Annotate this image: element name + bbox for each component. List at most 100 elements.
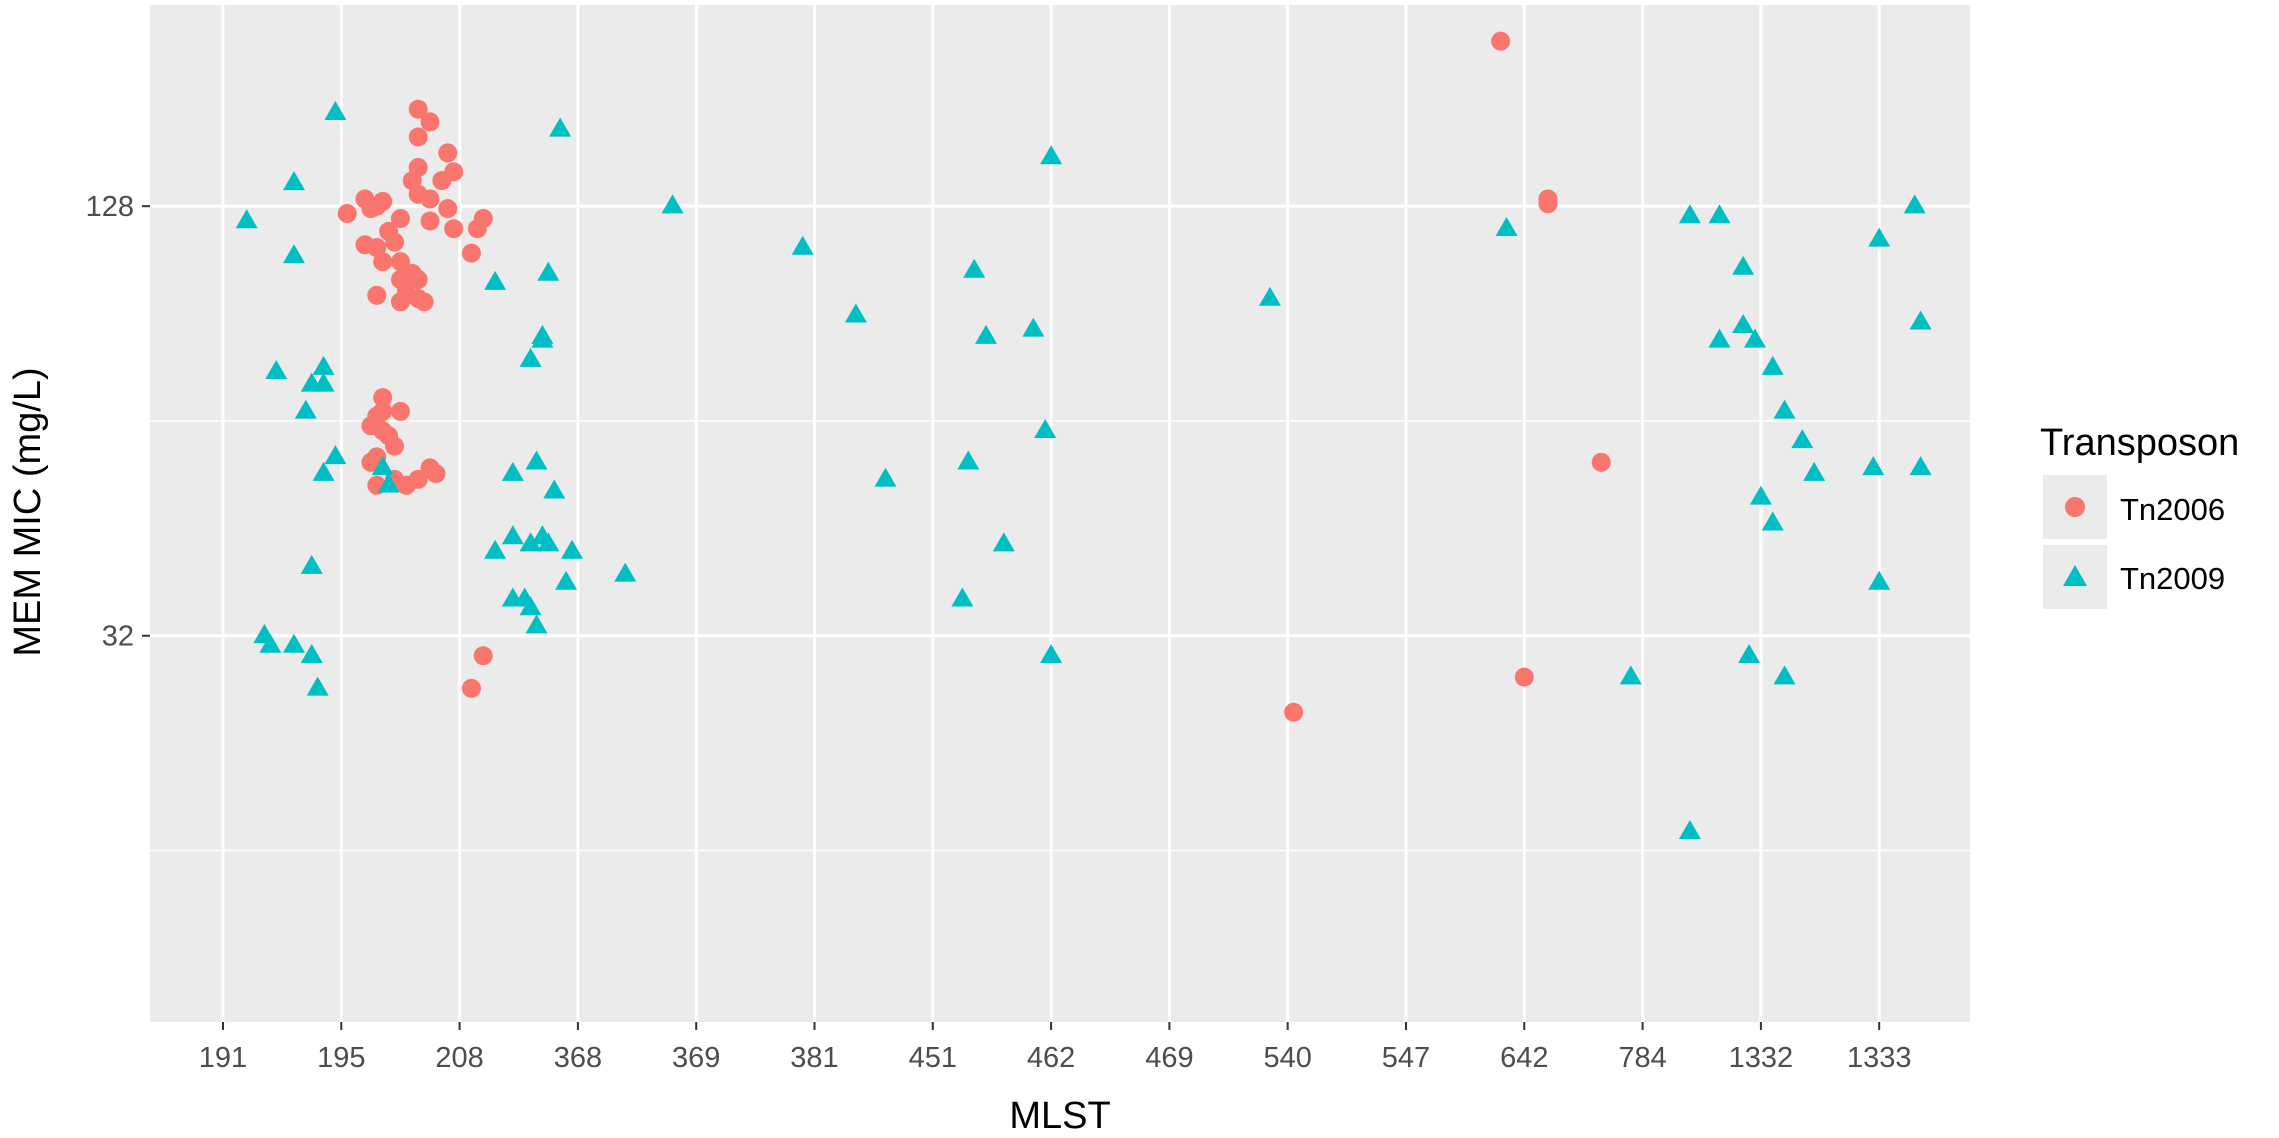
data-point-tn2006 xyxy=(408,270,428,290)
data-point-tn2009 xyxy=(484,539,507,559)
data-point-tn2006 xyxy=(473,646,493,666)
panel-background xyxy=(150,5,1970,1022)
data-point-tn2006 xyxy=(473,209,493,229)
data-point-tn2006 xyxy=(438,143,458,163)
data-point-tn2006 xyxy=(1491,31,1511,51)
data-point-tn2009 xyxy=(874,467,897,487)
data-point-tn2009 xyxy=(560,539,583,559)
data-point-tn2009 xyxy=(1619,665,1642,685)
series-tn2006 xyxy=(337,31,1611,722)
data-point-tn2009 xyxy=(1909,456,1932,476)
data-point-tn2009 xyxy=(1761,511,1784,531)
data-point-tn2009 xyxy=(1903,194,1926,214)
data-point-tn2009 xyxy=(1773,665,1796,685)
legend-label-tn2006: Tn2006 xyxy=(2120,492,2225,527)
data-point-tn2006 xyxy=(361,452,381,472)
x-tick-label: 1332 xyxy=(1729,1042,1794,1074)
legend-key-triangle-tn2009 xyxy=(2063,565,2087,586)
data-point-tn2009 xyxy=(992,532,1015,552)
data-point-tn2006 xyxy=(444,219,464,239)
data-point-tn2009 xyxy=(951,587,974,607)
data-point-tn2006 xyxy=(390,401,410,421)
legend-title: Transposon xyxy=(2040,422,2239,464)
x-tick-label: 195 xyxy=(317,1042,365,1074)
data-point-tn2009 xyxy=(543,479,566,499)
data-point-tn2006 xyxy=(337,204,357,224)
y-axis: 32 128 xyxy=(86,191,150,653)
data-point-tn2009 xyxy=(371,456,394,476)
data-point-tn2009 xyxy=(975,324,998,344)
data-point-tn2009 xyxy=(1773,399,1796,419)
data-point-tn2006 xyxy=(385,436,405,456)
data-point-tn2009 xyxy=(312,372,335,392)
data-point-tn2009 xyxy=(791,235,814,255)
x-tick-label: 191 xyxy=(199,1042,247,1074)
data-point-tn2009 xyxy=(1040,643,1063,663)
data-point-tn2006 xyxy=(1591,452,1611,472)
data-point-tn2009 xyxy=(1708,204,1731,224)
data-point-tn2009 xyxy=(1495,216,1518,236)
x-tick-label: 369 xyxy=(672,1042,720,1074)
data-point-tn2009 xyxy=(300,643,323,663)
data-point-tn2009 xyxy=(1761,355,1784,375)
data-point-tn2009 xyxy=(282,633,305,653)
data-point-tn2009 xyxy=(1258,286,1281,306)
data-point-tn2009 xyxy=(294,399,317,419)
data-point-tn2009 xyxy=(259,633,282,653)
data-point-tn2009 xyxy=(844,303,867,323)
legend-label-tn2009: Tn2009 xyxy=(2120,561,2225,596)
data-point-tn2009 xyxy=(549,117,572,137)
data-point-tn2009 xyxy=(1868,227,1891,247)
data-point-tn2009 xyxy=(1022,317,1045,337)
data-point-tn2009 xyxy=(1678,204,1701,224)
data-point-tn2009 xyxy=(324,445,347,465)
data-point-tn2009 xyxy=(282,244,305,264)
data-point-tn2009 xyxy=(519,347,542,367)
data-point-tn2006 xyxy=(432,171,452,191)
data-points xyxy=(235,31,1932,839)
data-point-tn2009 xyxy=(501,461,524,481)
data-point-tn2009 xyxy=(1791,429,1814,449)
data-point-tn2009 xyxy=(377,473,400,493)
data-point-tn2009 xyxy=(519,532,542,552)
data-point-tn2006 xyxy=(420,189,440,209)
y-tick-label: 128 xyxy=(86,191,134,223)
data-point-tn2009 xyxy=(312,355,335,375)
legend: Transposon Tn2006 Tn2009 xyxy=(2040,422,2239,609)
data-point-tn2009 xyxy=(957,450,980,470)
data-point-tn2006 xyxy=(379,221,399,241)
data-point-tn2006 xyxy=(396,475,416,495)
x-tick-label: 547 xyxy=(1382,1042,1430,1074)
data-point-tn2009 xyxy=(1803,461,1826,481)
data-point-tn2009 xyxy=(1708,328,1731,348)
data-point-tn2009 xyxy=(519,596,542,616)
x-tick-label: 1333 xyxy=(1847,1042,1912,1074)
data-point-tn2009 xyxy=(1743,328,1766,348)
data-point-tn2009 xyxy=(661,194,684,214)
data-point-tn2009 xyxy=(324,101,347,121)
series-tn2009 xyxy=(235,101,1932,839)
x-tick-label: 784 xyxy=(1618,1042,1666,1074)
data-point-tn2009 xyxy=(1868,570,1891,590)
data-point-tn2009 xyxy=(501,587,524,607)
data-point-tn2009 xyxy=(1732,255,1755,275)
data-point-tn2009 xyxy=(300,554,323,574)
data-point-tn2006 xyxy=(367,416,387,436)
data-point-tn2009 xyxy=(1034,419,1057,439)
data-point-tn2009 xyxy=(531,525,554,545)
y-axis-title: MEM MIC (mg/L) xyxy=(7,367,49,656)
data-point-tn2009 xyxy=(963,258,986,278)
x-tick-label: 208 xyxy=(435,1042,483,1074)
x-tick-label: 469 xyxy=(1145,1042,1193,1074)
data-point-tn2006 xyxy=(1284,702,1304,722)
x-axis-title: MLST xyxy=(1009,1095,1110,1137)
data-point-tn2006 xyxy=(1514,667,1534,687)
data-point-tn2006 xyxy=(408,127,428,147)
data-point-tn2006 xyxy=(390,252,410,272)
data-point-tn2006 xyxy=(461,243,481,263)
data-point-tn2009 xyxy=(501,525,524,545)
data-point-tn2006 xyxy=(373,388,393,408)
data-point-tn2009 xyxy=(1732,314,1755,334)
data-point-tn2009 xyxy=(614,562,637,582)
